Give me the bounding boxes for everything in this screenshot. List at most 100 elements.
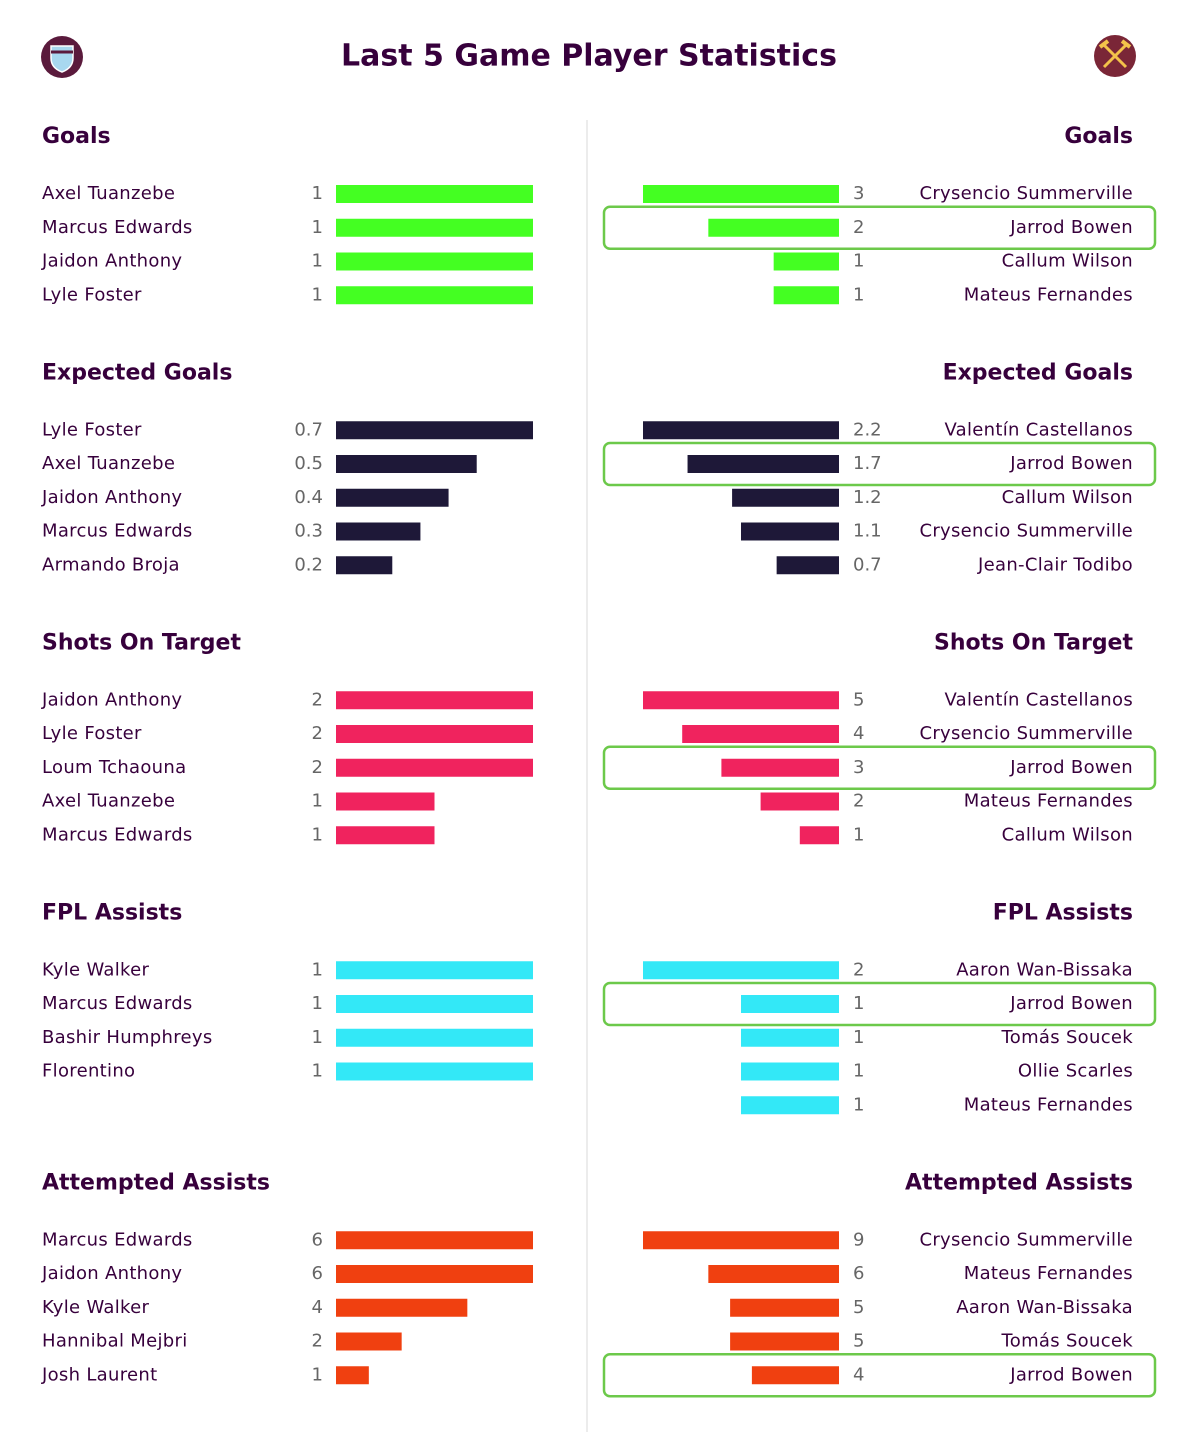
stat-value: 2 [312,1331,323,1352]
player-name: Tomás Soucek [1001,1331,1134,1352]
stat-value: 1 [312,1027,323,1048]
stat-bar [336,758,533,777]
section-title: Attempted Assists [905,1170,1133,1195]
stat-bar [643,691,839,710]
stat-bar [643,421,839,440]
stat-value: 1 [312,183,323,204]
stat-value: 6 [853,1263,864,1284]
stat-bar [336,1062,533,1081]
player-name: Tomás Soucek [1001,1027,1134,1048]
player-name: Hannibal Mejbri [42,1331,188,1352]
stat-bar [336,488,449,507]
stat-value: 0.3 [294,521,323,542]
section-title: Goals [1064,124,1133,149]
stat-bar [336,421,533,440]
stat-value: 1 [853,251,864,272]
player-name: Lyle Foster [42,284,142,305]
section-title: Goals [42,124,111,149]
stat-bar [336,1231,533,1250]
player-name: Kyle Walker [42,1297,149,1318]
stat-value: 1 [312,824,323,845]
player-name: Kyle Walker [42,959,149,980]
stat-value: 1 [312,284,323,305]
player-name: Marcus Edwards [42,217,193,238]
stat-value: 0.7 [853,554,882,575]
section-title: Attempted Assists [42,1170,270,1195]
stat-bar [336,995,533,1013]
player-name: Marcus Edwards [42,993,193,1014]
player-name: Mateus Fernandes [964,791,1133,812]
stat-bar [336,1298,468,1317]
stat-value: 1 [312,217,323,238]
player-name: Armando Broja [42,554,180,575]
player-name: Marcus Edwards [42,1229,193,1250]
stat-bar [687,455,839,473]
stat-value: 6 [312,1263,323,1284]
stat-bar [336,1028,533,1047]
player-name: Bashir Humphreys [42,1027,213,1048]
stat-value: 3 [853,183,864,204]
stat-bar [336,1332,402,1351]
stat-bar [336,185,533,203]
player-name: Jarrod Bowen [1009,757,1133,778]
highlight-box [602,981,1157,1027]
stat-bar [336,826,435,845]
player-name: Crysencio Summerville [919,723,1133,744]
stat-value: 1.1 [853,521,882,542]
stat-bar [751,1366,839,1385]
section-title: FPL Assists [42,900,182,925]
stat-bar [773,286,839,305]
player-name: Crysencio Summerville [919,1229,1133,1250]
stat-bar [732,488,839,507]
player-name: Jarrod Bowen [1009,1364,1133,1385]
stat-bar [721,758,839,777]
player-name: Jarrod Bowen [1009,217,1133,238]
stat-value: 1 [312,993,323,1014]
stat-value: 4 [853,723,864,744]
player-name: Loum Tchaouna [42,757,186,778]
stat-bar [336,252,533,271]
stat-value: 1 [853,284,864,305]
stat-bar [760,792,839,811]
stat-bar [730,1332,839,1351]
stat-value: 1 [312,1364,323,1385]
stat-value: 1 [312,1061,323,1082]
stat-value: 0.4 [294,487,323,508]
stat-value: 0.7 [294,419,323,440]
stat-value: 2 [853,217,864,238]
player-name: Aaron Wan-Bissaka [956,1297,1133,1318]
stat-bar [741,1028,839,1047]
stat-value: 1 [853,1094,864,1115]
stat-value: 9 [853,1229,864,1250]
player-name: Mateus Fernandes [964,1263,1133,1284]
stat-value: 0.5 [294,453,323,474]
away-badge [1094,35,1136,77]
stat-bar [741,1062,839,1081]
stat-value: 5 [853,1297,864,1318]
player-name: Axel Tuanzebe [42,453,175,474]
player-name: Jaidon Anthony [41,251,182,272]
player-name: Marcus Edwards [42,824,193,845]
highlight-box [602,441,1157,487]
section-title: FPL Assists [993,900,1133,925]
stat-bar [336,792,435,811]
player-name: Callum Wilson [1002,487,1133,508]
section-title: Shots On Target [934,630,1133,655]
stat-value: 1 [312,959,323,980]
stat-bar [708,1265,839,1283]
highlight-box [602,745,1157,790]
player-name: Mateus Fernandes [964,1094,1133,1115]
player-name: Axel Tuanzebe [42,183,175,204]
stat-value: 3 [853,757,864,778]
page-title: Last 5 Game Player Statistics [341,39,837,74]
player-name: Lyle Foster [42,723,142,744]
player-name: Jaidon Anthony [41,487,182,508]
stat-bar [336,691,533,710]
player-name: Valentín Castellanos [944,689,1133,710]
stat-bar [336,556,393,575]
stat-value: 2 [312,723,323,744]
stat-bar [776,556,839,575]
stat-value: 4 [312,1297,323,1318]
